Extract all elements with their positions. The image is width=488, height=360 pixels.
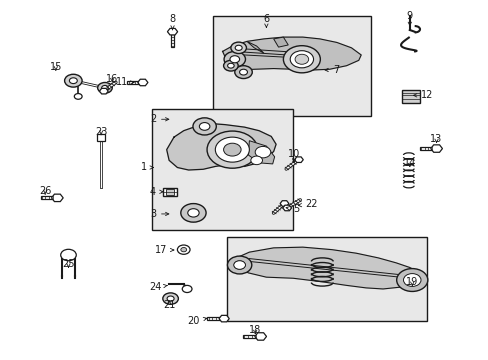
Bar bbox=[243, 335, 259, 338]
Circle shape bbox=[294, 54, 308, 64]
Polygon shape bbox=[294, 157, 303, 162]
Circle shape bbox=[227, 256, 251, 274]
Text: 20: 20 bbox=[187, 316, 206, 326]
Text: 12: 12 bbox=[413, 90, 432, 100]
Circle shape bbox=[98, 82, 112, 93]
Text: 13: 13 bbox=[429, 134, 442, 144]
Bar bbox=[163, 188, 177, 196]
Text: 2: 2 bbox=[149, 114, 168, 124]
Text: 25: 25 bbox=[62, 259, 75, 269]
Circle shape bbox=[289, 51, 313, 68]
Bar bbox=[212, 16, 370, 116]
Polygon shape bbox=[248, 141, 274, 164]
Text: 10: 10 bbox=[287, 149, 300, 162]
Text: 15: 15 bbox=[50, 62, 62, 72]
Circle shape bbox=[177, 245, 190, 254]
Text: 26: 26 bbox=[39, 186, 51, 197]
Circle shape bbox=[223, 143, 241, 156]
Text: 1: 1 bbox=[141, 162, 153, 172]
Text: 17: 17 bbox=[155, 245, 173, 255]
Polygon shape bbox=[219, 315, 229, 322]
Polygon shape bbox=[99, 88, 108, 94]
Circle shape bbox=[163, 293, 178, 304]
FancyBboxPatch shape bbox=[401, 90, 419, 103]
Circle shape bbox=[193, 118, 216, 135]
Circle shape bbox=[102, 85, 108, 90]
Polygon shape bbox=[51, 194, 63, 202]
Circle shape bbox=[206, 131, 257, 168]
Circle shape bbox=[235, 45, 242, 50]
Circle shape bbox=[74, 94, 82, 99]
Text: 6: 6 bbox=[263, 14, 269, 27]
Polygon shape bbox=[166, 123, 276, 170]
Bar bbox=[170, 33, 174, 48]
Bar bbox=[152, 109, 292, 230]
Circle shape bbox=[396, 269, 427, 292]
Text: 18: 18 bbox=[248, 325, 261, 335]
Circle shape bbox=[215, 137, 249, 162]
Text: 23: 23 bbox=[95, 127, 107, 137]
Circle shape bbox=[187, 209, 199, 217]
Bar bbox=[207, 318, 222, 320]
Circle shape bbox=[64, 74, 82, 87]
Circle shape bbox=[255, 147, 270, 158]
Circle shape bbox=[283, 46, 320, 73]
Circle shape bbox=[239, 69, 247, 75]
Circle shape bbox=[224, 51, 245, 67]
Bar bbox=[127, 81, 141, 84]
Circle shape bbox=[250, 156, 262, 165]
Text: 14: 14 bbox=[403, 158, 415, 168]
Circle shape bbox=[181, 248, 186, 252]
Polygon shape bbox=[282, 205, 291, 211]
Circle shape bbox=[233, 261, 245, 269]
Polygon shape bbox=[430, 145, 442, 152]
Polygon shape bbox=[280, 201, 288, 206]
Text: 11: 11 bbox=[115, 77, 134, 87]
Text: 7: 7 bbox=[325, 65, 339, 75]
Circle shape bbox=[182, 285, 192, 293]
Polygon shape bbox=[254, 333, 266, 340]
Bar bbox=[41, 197, 56, 199]
Circle shape bbox=[405, 275, 418, 285]
Text: 4: 4 bbox=[150, 187, 163, 197]
Text: 21: 21 bbox=[163, 300, 175, 310]
Circle shape bbox=[227, 63, 234, 68]
Text: 22: 22 bbox=[298, 199, 317, 209]
Circle shape bbox=[69, 78, 77, 84]
Text: 19: 19 bbox=[406, 277, 418, 287]
Circle shape bbox=[61, 249, 76, 261]
Text: 24: 24 bbox=[149, 282, 167, 292]
Circle shape bbox=[234, 66, 252, 78]
Bar bbox=[419, 147, 434, 150]
Text: 16: 16 bbox=[106, 74, 118, 84]
Text: 3: 3 bbox=[150, 209, 168, 219]
Circle shape bbox=[199, 122, 209, 130]
Bar bbox=[97, 134, 105, 141]
Polygon shape bbox=[273, 37, 287, 47]
Circle shape bbox=[234, 261, 244, 269]
Polygon shape bbox=[246, 41, 264, 53]
Text: 8: 8 bbox=[169, 14, 175, 30]
Text: 9: 9 bbox=[406, 11, 412, 26]
Bar bbox=[227, 237, 426, 321]
Polygon shape bbox=[138, 79, 148, 86]
Circle shape bbox=[223, 60, 238, 71]
Circle shape bbox=[403, 274, 420, 287]
Circle shape bbox=[229, 56, 239, 63]
Polygon shape bbox=[234, 247, 419, 289]
Circle shape bbox=[167, 296, 174, 301]
Bar bbox=[165, 189, 174, 195]
Circle shape bbox=[181, 203, 205, 222]
Polygon shape bbox=[167, 28, 177, 35]
Circle shape bbox=[230, 42, 246, 54]
Polygon shape bbox=[222, 37, 361, 70]
Text: 5: 5 bbox=[285, 204, 299, 214]
Circle shape bbox=[293, 53, 309, 66]
